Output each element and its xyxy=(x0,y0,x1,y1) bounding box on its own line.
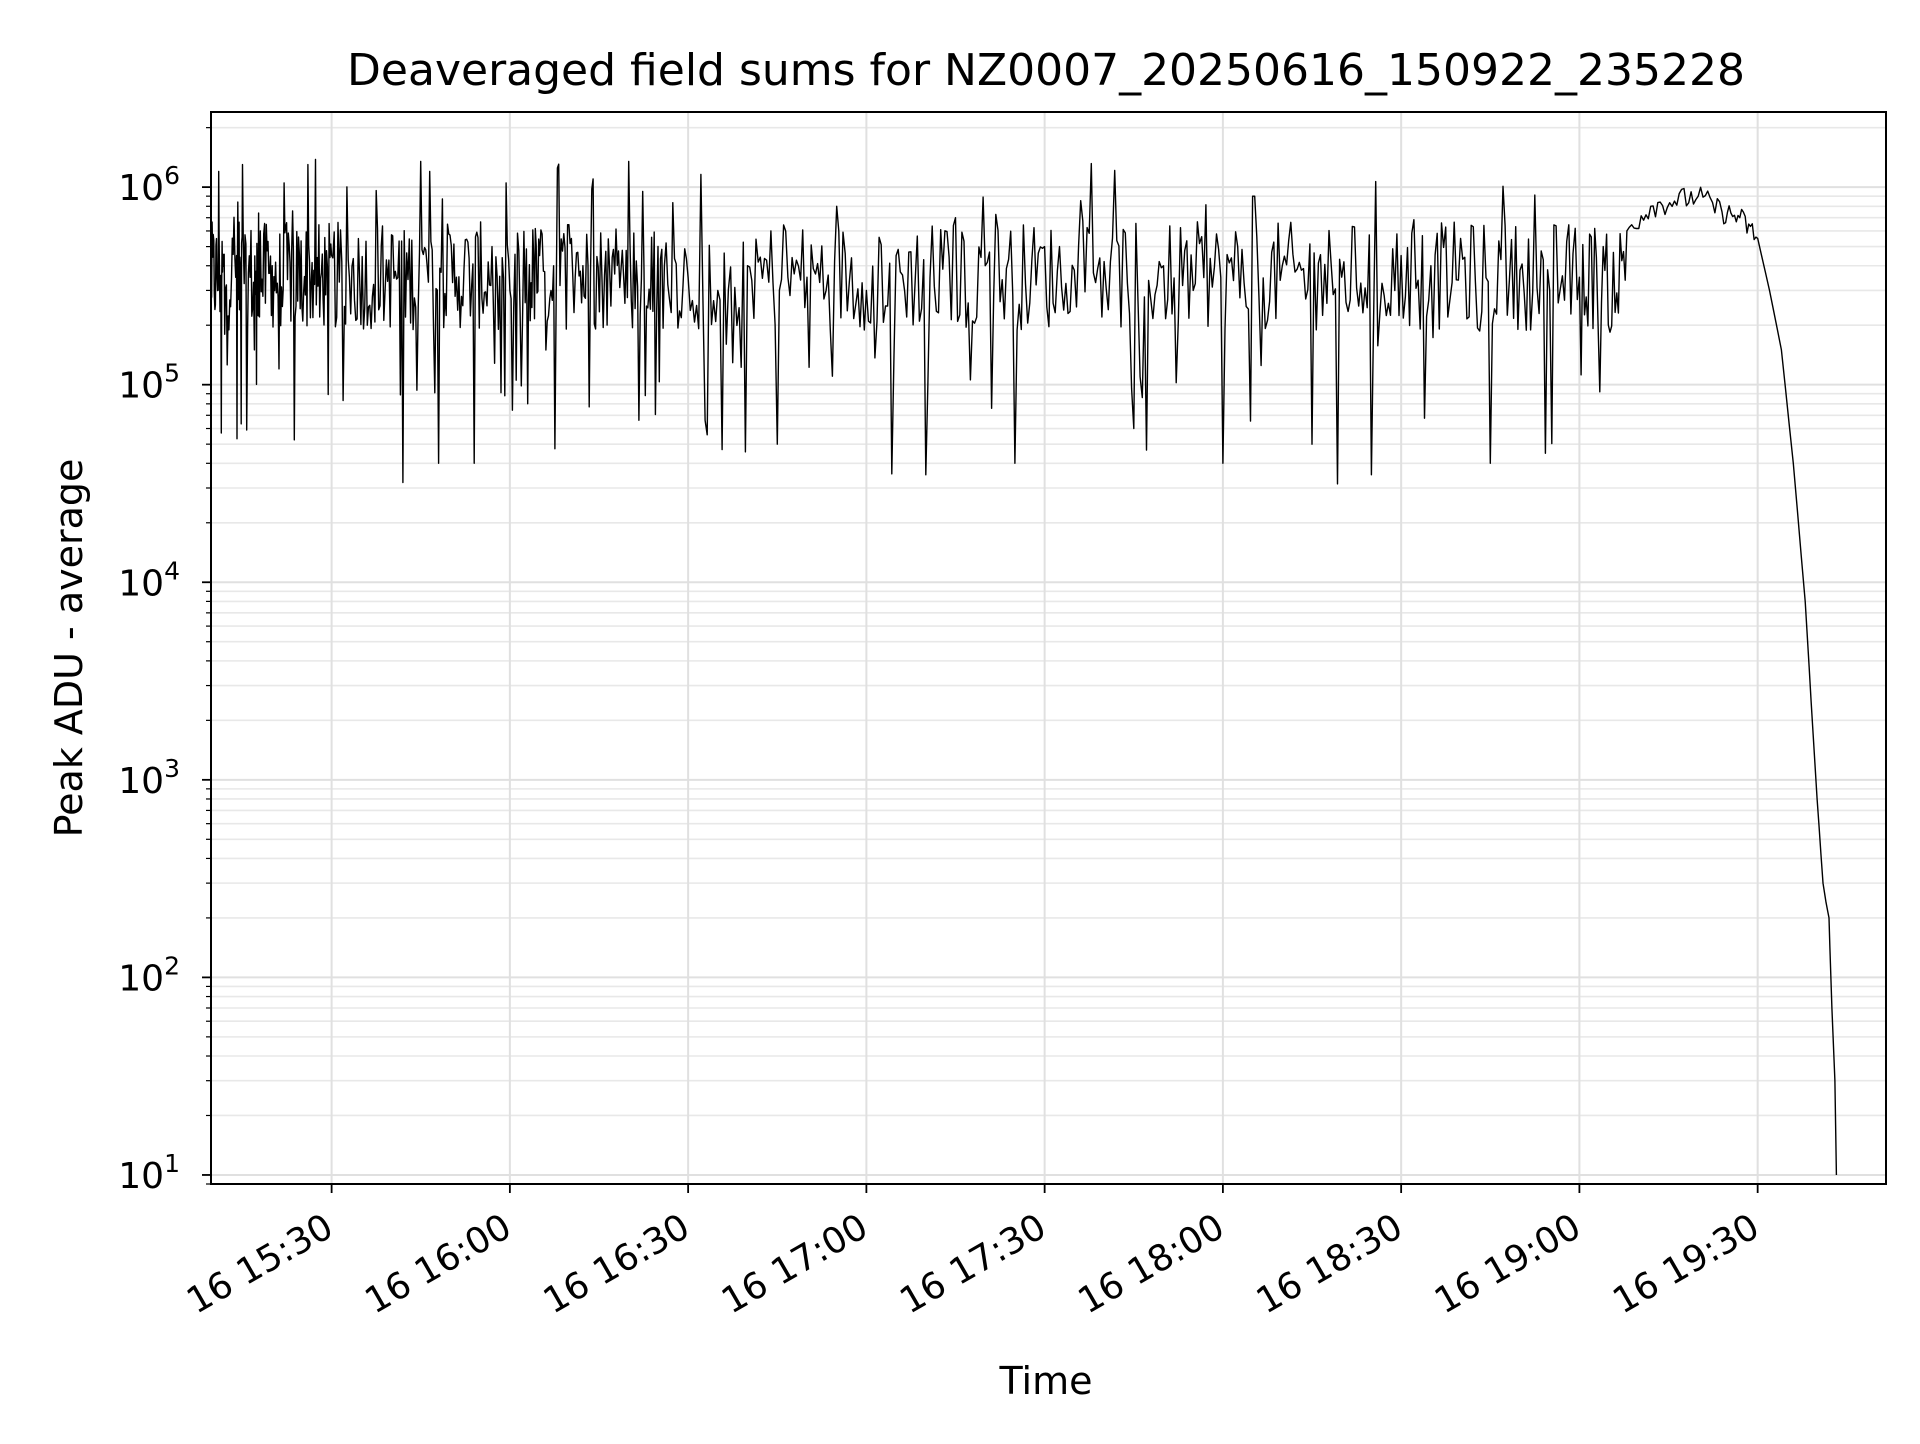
x-tick-label: 16 16:30 xyxy=(537,1206,697,1322)
y-tick-label: 104 xyxy=(118,556,180,604)
chart-title: Deaveraged field sums for NZ0007_2025061… xyxy=(347,45,1745,96)
x-tick-label: 16 18:30 xyxy=(1250,1206,1410,1322)
y-tick-label: 103 xyxy=(118,754,180,802)
x-tick-label: 16 15:30 xyxy=(180,1206,340,1322)
plot-area-frame xyxy=(210,111,1887,1185)
series-line xyxy=(210,158,1838,1176)
y-axis: 101 102 103 104 105 106 xyxy=(118,127,211,1197)
x-tick-label: 16 19:00 xyxy=(1428,1206,1588,1322)
grid xyxy=(211,112,1886,1185)
x-tick-label: 16 17:30 xyxy=(893,1206,1053,1322)
y-axis-label: Peak ADU - average xyxy=(47,459,91,838)
x-axis-label: Time xyxy=(999,1359,1093,1403)
y-tick-label: 106 xyxy=(118,161,180,209)
x-tick-label: 16 19:30 xyxy=(1606,1206,1766,1322)
y-tick-label: 102 xyxy=(118,951,180,999)
x-tick-label: 16 17:00 xyxy=(715,1206,875,1322)
x-tick-label: 16 18:00 xyxy=(1071,1206,1231,1322)
x-tick-label: 16 16:00 xyxy=(358,1206,518,1322)
y-tick-label: 105 xyxy=(118,359,180,407)
x-axis: 16 15:30 16 16:00 16 16:30 16 17:00 16 17:30… xyxy=(180,1184,1766,1322)
y-tick-label: 101 xyxy=(118,1149,180,1197)
